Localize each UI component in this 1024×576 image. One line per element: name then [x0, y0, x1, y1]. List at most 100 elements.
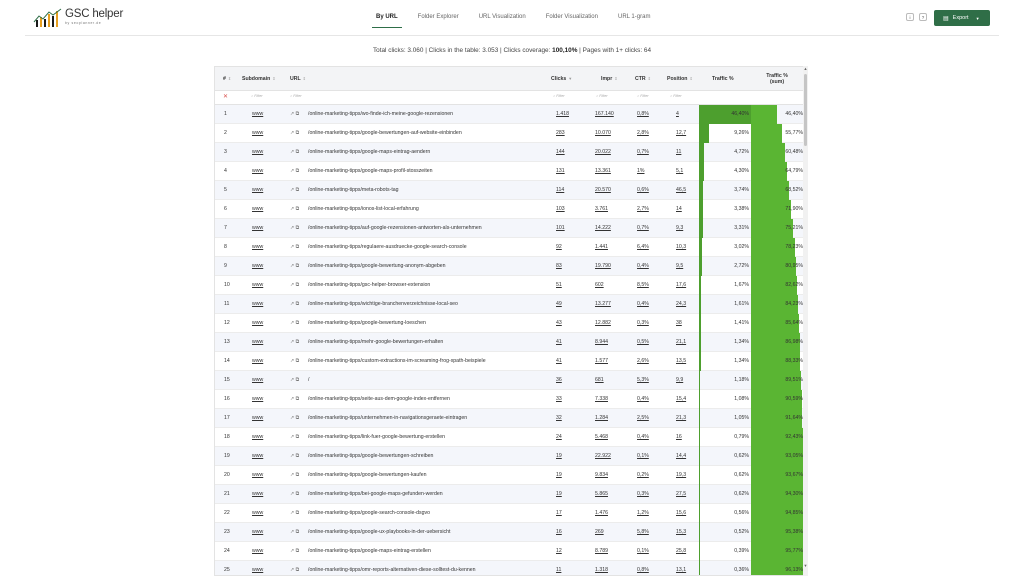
- external-link-icon[interactable]: ↗: [290, 472, 295, 478]
- external-link-icon[interactable]: ↗: [290, 111, 295, 117]
- external-link-icon[interactable]: ↗: [290, 149, 295, 155]
- ctr-value[interactable]: 2,5%: [637, 415, 649, 421]
- tab-folder-visualization[interactable]: Folder Visualization: [545, 14, 598, 20]
- table-row[interactable]: 12 www ↗ ⧉ /online-marketing-tipps/google-b…: [215, 314, 807, 333]
- external-link-icon[interactable]: ↗: [290, 453, 295, 459]
- clicks-value[interactable]: 19: [556, 453, 562, 459]
- impr-value[interactable]: 681: [595, 377, 604, 383]
- position-value[interactable]: 15,3: [676, 529, 687, 535]
- ctr-value[interactable]: 5,8%: [637, 529, 649, 535]
- help-button[interactable]: ?: [919, 13, 927, 21]
- position-value[interactable]: 12,7: [676, 130, 687, 136]
- scroll-down-icon[interactable]: ▼: [803, 563, 808, 568]
- position-filter[interactable]: ⌕ Filter: [670, 94, 682, 98]
- ctr-value[interactable]: 0,4%: [637, 263, 649, 269]
- ctr-value[interactable]: 2,8%: [637, 130, 649, 136]
- clicks-filter[interactable]: ⌕ Filter: [553, 94, 565, 98]
- table-row[interactable]: 1 www ↗ ⧉ /online-marketing-tipps/wo-finde-…: [215, 105, 807, 124]
- table-row[interactable]: 3 www ↗ ⧉ /online-marketing-tipps/google-ma…: [215, 143, 807, 162]
- impr-value[interactable]: 269: [595, 529, 604, 535]
- impr-value[interactable]: 1.284: [595, 415, 608, 421]
- impr-filter[interactable]: ⌕ Filter: [596, 94, 608, 98]
- table-row[interactable]: 24 www ↗ ⧉ /online-marketing-tipps/google-m…: [215, 542, 807, 561]
- copy-icon[interactable]: ⧉: [295, 168, 300, 174]
- ctr-value[interactable]: 0,3%: [637, 320, 649, 326]
- copy-icon[interactable]: ⧉: [295, 206, 300, 212]
- ctr-value[interactable]: 0,6%: [637, 187, 649, 193]
- copy-icon[interactable]: ⧉: [295, 491, 300, 497]
- external-link-icon[interactable]: ↗: [290, 244, 295, 250]
- subdomain-link[interactable]: www: [252, 510, 264, 516]
- copy-icon[interactable]: ⧉: [295, 377, 300, 383]
- ctr-value[interactable]: 0,7%: [637, 225, 649, 231]
- position-value[interactable]: 9,5: [676, 263, 684, 269]
- subdomain-link[interactable]: www: [252, 567, 264, 573]
- copy-icon[interactable]: ⧉: [295, 111, 300, 117]
- url-text[interactable]: /online-marketing-tipps/google-bewertung…: [308, 130, 462, 136]
- impr-value[interactable]: 20.570: [595, 187, 611, 193]
- table-scrollbar[interactable]: ▲ ▼: [803, 66, 808, 576]
- clicks-value[interactable]: 43: [556, 320, 562, 326]
- clicks-value[interactable]: 92: [556, 244, 562, 250]
- url-text[interactable]: /online-marketing-tipps/google-bewertung…: [308, 320, 426, 326]
- subdomain-link[interactable]: www: [252, 529, 264, 535]
- impr-value[interactable]: 14.222: [595, 225, 611, 231]
- url-text[interactable]: /online-marketing-tipps/omr-reports-alte…: [308, 567, 476, 573]
- url-text[interactable]: /: [308, 377, 310, 383]
- subdomain-link[interactable]: www: [252, 434, 264, 440]
- subdomain-link[interactable]: www: [252, 358, 264, 364]
- copy-icon[interactable]: ⧉: [295, 567, 300, 573]
- position-value[interactable]: 38: [676, 320, 682, 326]
- ctr-value[interactable]: 0,7%: [637, 149, 649, 155]
- position-value[interactable]: 46,5: [676, 187, 687, 193]
- external-link-icon[interactable]: ↗: [290, 168, 295, 174]
- copy-icon[interactable]: ⧉: [295, 282, 300, 288]
- ctr-value[interactable]: 1,2%: [637, 510, 649, 516]
- subdomain-link[interactable]: www: [252, 149, 264, 155]
- table-row[interactable]: 4 www ↗ ⧉ /online-marketing-tipps/google-ma…: [215, 162, 807, 181]
- table-row[interactable]: 13 www ↗ ⧉ /online-marketing-tipps/mehr-goo…: [215, 333, 807, 352]
- scroll-up-icon[interactable]: ▲: [803, 66, 808, 71]
- position-value[interactable]: 9,3: [676, 225, 684, 231]
- position-value[interactable]: 25,8: [676, 548, 687, 554]
- position-value[interactable]: 13,5: [676, 358, 687, 364]
- copy-icon[interactable]: ⧉: [295, 529, 300, 535]
- ctr-filter[interactable]: ⌕ Filter: [637, 94, 649, 98]
- table-row[interactable]: 21 www ↗ ⧉ /online-marketing-tipps/bei-goog…: [215, 485, 807, 504]
- tab-url-visualization[interactable]: URL Visualization: [478, 14, 526, 20]
- external-link-icon[interactable]: ↗: [290, 396, 295, 402]
- clicks-value[interactable]: 1.418: [556, 111, 569, 117]
- url-text[interactable]: /online-marketing-tipps/auf-google-rezen…: [308, 225, 482, 231]
- col-ctr[interactable]: CTR ⇕: [635, 75, 652, 82]
- subdomain-link[interactable]: www: [252, 130, 264, 136]
- position-value[interactable]: 21,3: [676, 415, 687, 421]
- clicks-value[interactable]: 144: [556, 149, 565, 155]
- clicks-value[interactable]: 19: [556, 491, 562, 497]
- url-text[interactable]: /online-marketing-tipps/wichtige-branche…: [308, 301, 458, 307]
- subdomain-filter[interactable]: ⌕ Filter: [251, 94, 263, 98]
- ctr-value[interactable]: 0,4%: [637, 434, 649, 440]
- clicks-value[interactable]: 19: [556, 472, 562, 478]
- url-text[interactable]: /online-marketing-tipps/google-bewertung…: [308, 453, 434, 459]
- impr-value[interactable]: 22.922: [595, 453, 611, 459]
- clear-filter-icon[interactable]: ✕: [223, 94, 229, 100]
- url-text[interactable]: /online-marketing-tipps/google-maps-eint…: [308, 149, 431, 155]
- url-text[interactable]: /online-marketing-tipps/google-search-co…: [308, 510, 430, 516]
- table-row[interactable]: 2 www ↗ ⧉ /online-marketing-tipps/google-be…: [215, 124, 807, 143]
- position-value[interactable]: 9,9: [676, 377, 684, 383]
- url-text[interactable]: /online-marketing-tipps/meta-robots-tag: [308, 187, 399, 193]
- position-value[interactable]: 27,5: [676, 491, 687, 497]
- clicks-value[interactable]: 33: [556, 396, 562, 402]
- ctr-value[interactable]: 0,4%: [637, 396, 649, 402]
- position-value[interactable]: 14,4: [676, 453, 687, 459]
- ctr-value[interactable]: 0,1%: [637, 453, 649, 459]
- ctr-value[interactable]: 0,3%: [637, 491, 649, 497]
- subdomain-link[interactable]: www: [252, 339, 264, 345]
- subdomain-link[interactable]: www: [252, 548, 264, 554]
- impr-value[interactable]: 1.577: [595, 358, 608, 364]
- position-value[interactable]: 16: [676, 434, 682, 440]
- copy-icon[interactable]: ⧉: [295, 244, 300, 250]
- url-text[interactable]: /online-marketing-tipps/regulaere-ausdru…: [308, 244, 467, 250]
- subdomain-link[interactable]: www: [252, 453, 264, 459]
- url-text[interactable]: /online-marketing-tipps/link-fuer-google…: [308, 434, 445, 440]
